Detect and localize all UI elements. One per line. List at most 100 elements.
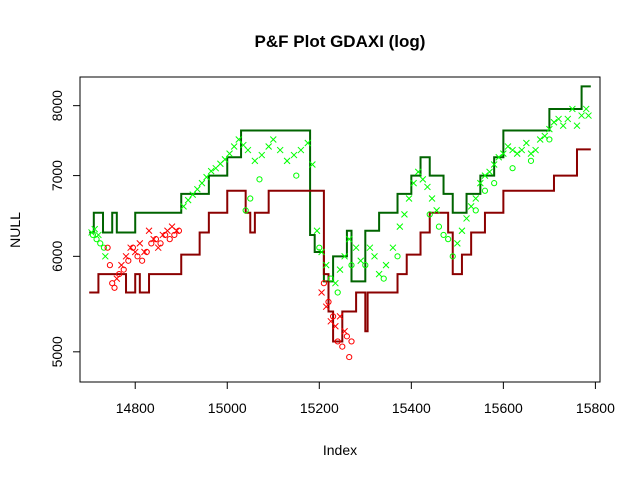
x-marker: [569, 105, 576, 113]
x-marker: [433, 207, 440, 214]
x-marker: [546, 125, 553, 133]
x-marker: [283, 157, 291, 165]
x-marker: [578, 112, 585, 119]
o-marker: [481, 187, 489, 194]
o-marker: [445, 236, 452, 243]
o-marker: [143, 248, 150, 256]
o-marker: [93, 236, 100, 243]
o-marker: [320, 280, 327, 287]
x-marker: [523, 139, 530, 147]
o-marker: [348, 338, 355, 345]
x-marker: [251, 157, 259, 165]
o-marker: [380, 275, 387, 282]
x-marker: [198, 179, 206, 187]
x-marker: [518, 146, 526, 154]
x-marker: [467, 203, 475, 210]
o-marker: [157, 240, 164, 247]
x-marker: [414, 168, 422, 176]
x-marker: [405, 195, 413, 202]
x-marker: [258, 151, 266, 159]
x-marker: [375, 270, 383, 278]
x-marker: [318, 289, 325, 296]
x-marker: [396, 223, 404, 230]
x-marker: [290, 151, 298, 159]
o-marker: [134, 253, 141, 260]
x-tick-label: 15400: [392, 400, 431, 416]
x-marker: [509, 146, 516, 154]
x-marker: [366, 244, 374, 252]
o-marker: [491, 180, 498, 187]
x-marker: [297, 146, 305, 154]
o-marker: [139, 257, 146, 264]
x-marker: [472, 195, 480, 202]
x-marker: [477, 179, 484, 187]
band-line-0: [89, 85, 591, 283]
o-marker: [334, 289, 341, 296]
x-marker: [410, 179, 417, 187]
x-marker: [304, 139, 312, 147]
o-marker: [440, 231, 447, 239]
x-marker: [235, 136, 243, 143]
x-marker: [265, 143, 273, 150]
x-marker: [585, 112, 592, 119]
x-marker: [559, 122, 567, 130]
x-marker: [276, 146, 284, 154]
o-marker: [343, 333, 351, 340]
x-marker: [504, 143, 512, 150]
x-marker: [424, 183, 431, 191]
x-marker: [341, 252, 348, 260]
o-marker: [348, 262, 355, 269]
x-marker: [269, 136, 277, 143]
x-marker: [309, 161, 316, 168]
o-marker: [106, 262, 114, 269]
o-marker: [97, 240, 104, 247]
y-axis-label: NULL: [7, 212, 23, 248]
x-marker: [458, 227, 466, 235]
o-marker: [162, 231, 169, 239]
x-marker: [226, 150, 233, 157]
x-tick-label: 15000: [208, 400, 247, 416]
x-marker: [453, 240, 461, 247]
o-marker: [346, 353, 353, 361]
o-marker: [435, 223, 443, 230]
o-marker: [546, 136, 553, 143]
band-line-1: [89, 148, 591, 343]
o-marker: [125, 257, 132, 264]
o-marker: [104, 244, 111, 251]
x-marker: [490, 161, 498, 168]
y-tick-label: 8000: [49, 90, 65, 121]
x-marker: [136, 240, 144, 247]
o-marker: [171, 231, 178, 239]
x-marker: [582, 105, 590, 113]
y-tick-label: 5000: [49, 336, 65, 367]
x-marker: [371, 252, 378, 260]
o-marker: [334, 338, 341, 345]
x-marker: [532, 146, 539, 154]
x-marker: [352, 244, 360, 252]
o-marker: [152, 236, 160, 243]
o-marker: [247, 195, 254, 202]
o-marker: [256, 176, 263, 183]
x-marker: [193, 185, 201, 193]
o-marker: [394, 253, 401, 260]
o-marker: [120, 266, 127, 273]
x-marker: [536, 136, 544, 143]
o-marker: [362, 262, 369, 269]
x-axis-label: Index: [323, 442, 357, 458]
x-marker: [221, 156, 229, 163]
x-marker: [101, 252, 109, 260]
x-marker: [180, 203, 187, 210]
x-marker: [336, 313, 344, 320]
o-marker: [242, 207, 249, 214]
x-marker: [145, 227, 153, 235]
o-marker: [449, 253, 456, 260]
x-marker: [463, 215, 470, 222]
x-marker: [345, 235, 353, 243]
chart-title: P&F Plot GDAXI (log): [255, 32, 426, 51]
x-marker: [495, 153, 503, 161]
o-marker: [129, 244, 137, 251]
o-marker: [175, 227, 183, 234]
x-marker: [357, 257, 365, 265]
o-marker: [509, 165, 516, 172]
x-tick-label: 15600: [484, 400, 523, 416]
